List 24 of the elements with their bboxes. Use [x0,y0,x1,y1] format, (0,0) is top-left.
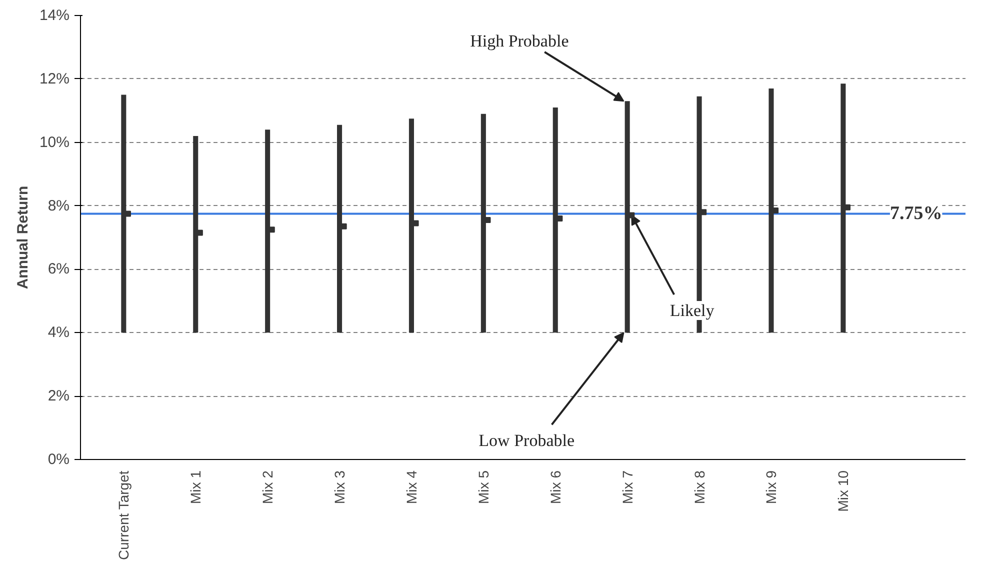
x-tick-label: Mix 4 [403,470,420,504]
x-tick-label: Mix 1 [188,470,204,504]
x-tick-label: Mix 8 [691,470,708,504]
x-tick-label: Mix 9 [763,470,780,504]
x-tick-label: Mix 2 [260,470,276,504]
y-axis-title: Annual Return [14,186,32,290]
y-tick-label: 8% [48,197,70,214]
y-tick-label: 2% [48,388,70,405]
ref-line-label: 7.75% [890,203,942,224]
x-tick-label: Mix 10 [835,470,852,512]
y-tick-label: 6% [48,260,70,278]
y-tick-label: 14% [39,7,70,24]
annotation: Likely [670,300,715,320]
y-tick-label: 4% [48,324,70,342]
x-tick-label: Mix 5 [475,470,492,504]
x-tick-label: Mix 7 [619,470,636,504]
x-tick-label: Mix 6 [547,470,564,504]
y-tick-label: 0% [48,451,70,468]
annotation: High Probable [470,31,569,50]
y-tick-label: 10% [39,134,70,151]
annotation: Low Probable [478,430,575,450]
x-tick-label: Mix 3 [332,470,348,504]
y-tick-label: 12% [39,70,70,88]
x-tick-label: Current Target [116,470,132,560]
